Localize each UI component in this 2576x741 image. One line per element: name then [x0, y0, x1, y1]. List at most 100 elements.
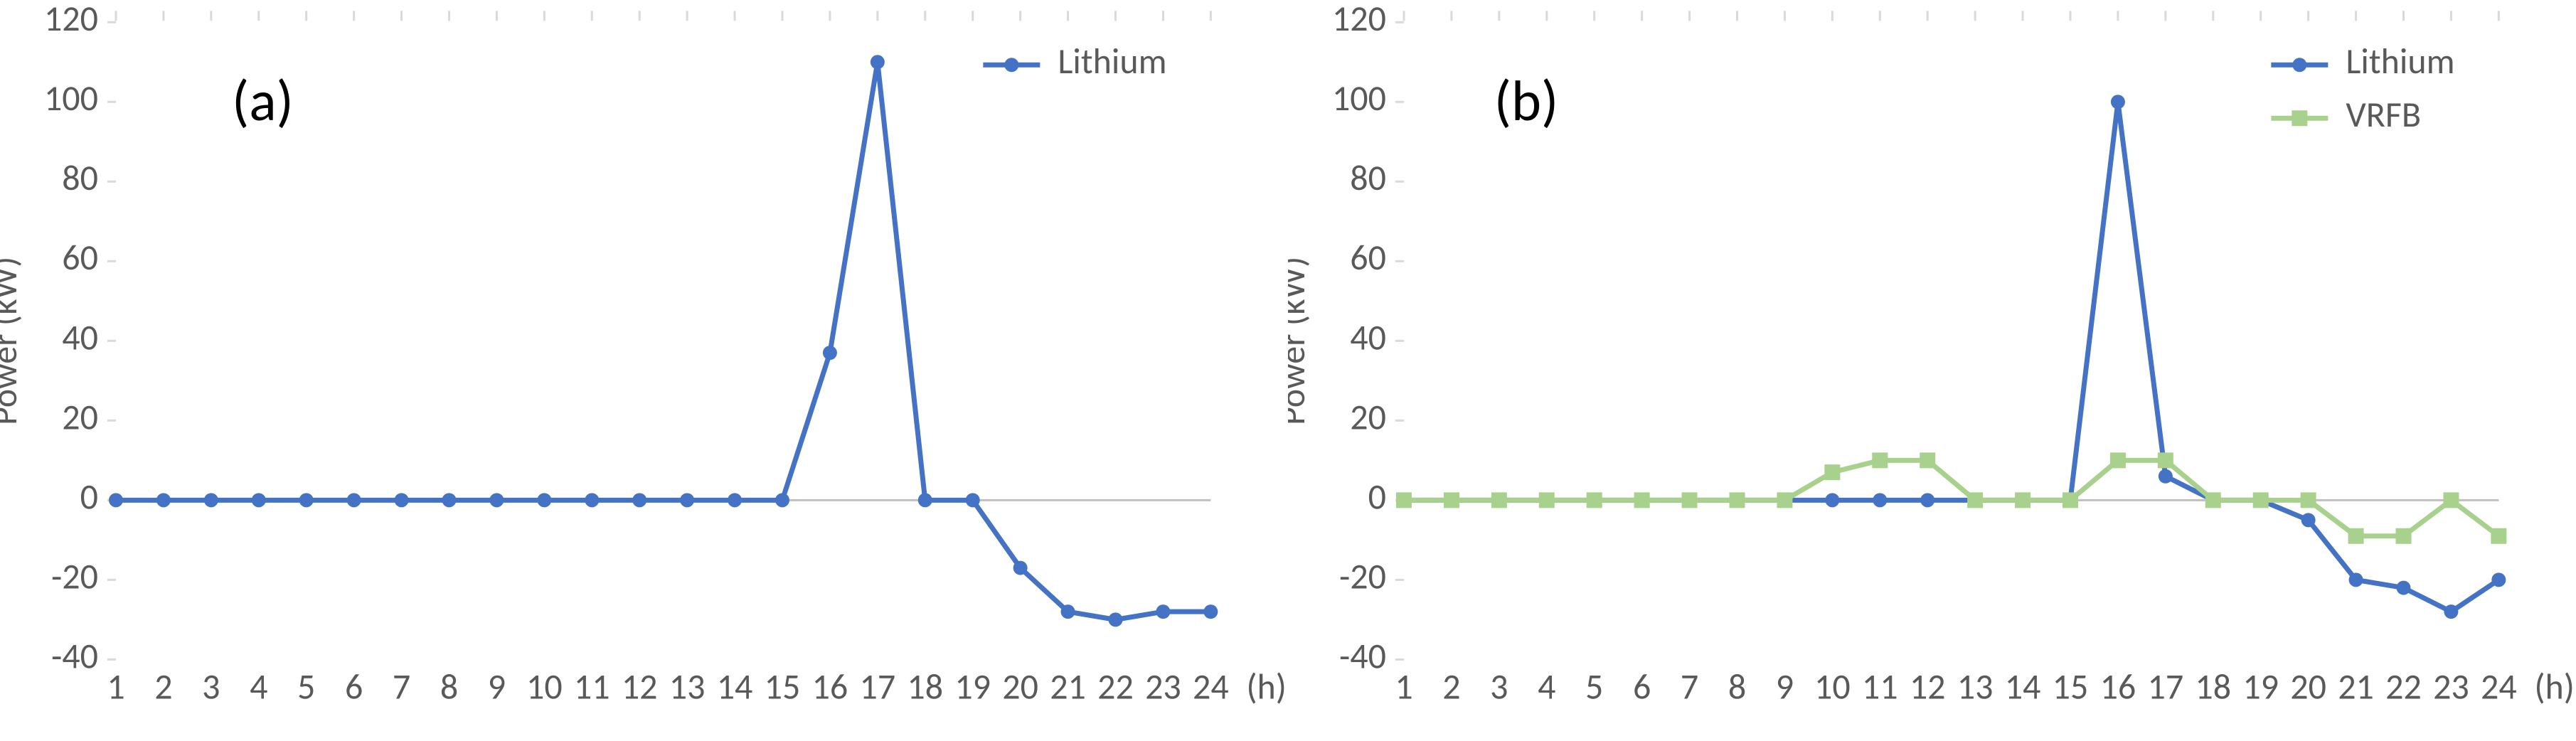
legend-label: VRFB [2346, 93, 2421, 137]
series-marker [1682, 492, 1698, 508]
series-marker [2253, 492, 2269, 508]
x-tick-label: 24 [2481, 665, 2517, 708]
series-marker [1108, 612, 1122, 627]
series-marker [204, 493, 218, 507]
series-marker [252, 493, 266, 507]
y-tick-label: 40 [62, 316, 98, 359]
series-marker [1967, 492, 1983, 508]
series-marker [2111, 95, 2125, 109]
x-axis-unit: (h) [1246, 665, 1287, 708]
x-tick-label: 6 [345, 665, 363, 708]
x-tick-label: 8 [440, 665, 458, 708]
series-marker [728, 493, 742, 507]
y-tick-label: 60 [1350, 236, 1386, 279]
series-marker [680, 493, 694, 507]
series-marker [1587, 492, 1602, 508]
x-tick-label: 8 [1728, 665, 1746, 708]
y-tick-label: 100 [44, 77, 98, 120]
series-marker [2444, 604, 2458, 619]
x-tick-label: 15 [765, 665, 801, 708]
series-marker [347, 493, 361, 507]
x-tick-label: 22 [1097, 665, 1134, 708]
series-marker [1634, 492, 1650, 508]
series-marker [2158, 452, 2173, 468]
y-tick-label: 0 [80, 475, 98, 518]
series-marker [1872, 452, 1888, 468]
series-marker [156, 493, 171, 507]
series-marker [871, 55, 885, 69]
series-marker [2491, 528, 2506, 544]
y-axis-label: Power (kW) [0, 257, 26, 425]
series-marker [1920, 452, 1935, 468]
series-marker [775, 493, 789, 507]
x-tick-label: 16 [812, 665, 848, 708]
y-tick-label: -20 [51, 555, 98, 598]
series-marker [1203, 604, 1218, 619]
x-tick-label: 4 [1538, 665, 1555, 708]
x-tick-label: 3 [202, 665, 220, 708]
series-marker [1061, 604, 1075, 619]
series-marker [2348, 528, 2364, 544]
x-tick-label: 7 [1681, 665, 1698, 708]
y-tick-label: -20 [1339, 555, 1386, 598]
y-tick-label: -40 [1339, 634, 1386, 678]
y-tick-label: 20 [1350, 395, 1386, 439]
y-tick-label: 80 [62, 156, 98, 200]
series-marker [442, 493, 456, 507]
series-marker [1729, 492, 1745, 508]
x-tick-label: 11 [1862, 665, 1898, 708]
series-marker [109, 493, 123, 507]
series-marker [2301, 513, 2316, 527]
series-marker [2491, 572, 2506, 587]
x-tick-label: 21 [2338, 665, 2374, 708]
x-tick-label: 12 [1910, 665, 1946, 708]
y-tick-label: 0 [1368, 475, 1386, 518]
series-marker [2015, 492, 2031, 508]
x-tick-label: 9 [1776, 665, 1794, 708]
x-axis-unit: (h) [2534, 665, 2575, 708]
legend-label: Lithium [1058, 40, 1166, 83]
x-tick-label: 14 [2005, 665, 2041, 708]
y-tick-label: 40 [1350, 316, 1386, 359]
series-marker [2205, 492, 2221, 508]
series-marker [2396, 581, 2410, 595]
x-tick-label: 11 [574, 665, 610, 708]
series-marker [585, 493, 599, 507]
x-tick-label: 18 [2195, 665, 2231, 708]
x-tick-label: 19 [954, 665, 991, 708]
series-marker [823, 346, 837, 360]
series-marker [489, 493, 504, 507]
x-tick-label: 16 [2100, 665, 2136, 708]
series-marker [918, 493, 932, 507]
y-tick-label: 80 [1350, 156, 1386, 200]
x-tick-label: 14 [717, 665, 753, 708]
x-tick-label: 17 [859, 665, 895, 708]
series-marker [537, 493, 551, 507]
x-tick-label: 13 [1957, 665, 1994, 708]
x-tick-label: 7 [393, 665, 410, 708]
x-tick-label: 9 [488, 665, 506, 708]
y-axis-label: Power (kW) [1288, 257, 1314, 425]
y-tick-label: 20 [62, 395, 98, 439]
chart-svg: -40-200204060801001201234567891011121314… [1288, 0, 2576, 741]
series-marker [1156, 604, 1170, 619]
series-marker [2349, 572, 2363, 587]
series-marker [632, 493, 646, 507]
chart-svg: -40-200204060801001201234567891011121314… [0, 0, 1288, 741]
x-tick-label: 5 [1585, 665, 1603, 708]
x-tick-label: 1 [107, 665, 124, 708]
series-marker [1013, 561, 1028, 575]
series-marker [1873, 493, 1887, 507]
page-root: (a) -40-20020406080100120123456789101112… [0, 0, 2576, 741]
series-line [116, 62, 1210, 619]
chart-panel-b: (b) -40-20020406080100120123456789101112… [1288, 0, 2576, 741]
x-tick-label: 15 [2053, 665, 2089, 708]
x-tick-label: 6 [1633, 665, 1651, 708]
x-tick-label: 21 [1050, 665, 1086, 708]
x-tick-label: 2 [1442, 665, 1460, 708]
x-tick-label: 18 [907, 665, 943, 708]
series-marker [2110, 452, 2126, 468]
y-tick-label: 120 [44, 0, 98, 41]
x-tick-label: 5 [297, 665, 315, 708]
y-tick-label: 100 [1332, 77, 1386, 120]
